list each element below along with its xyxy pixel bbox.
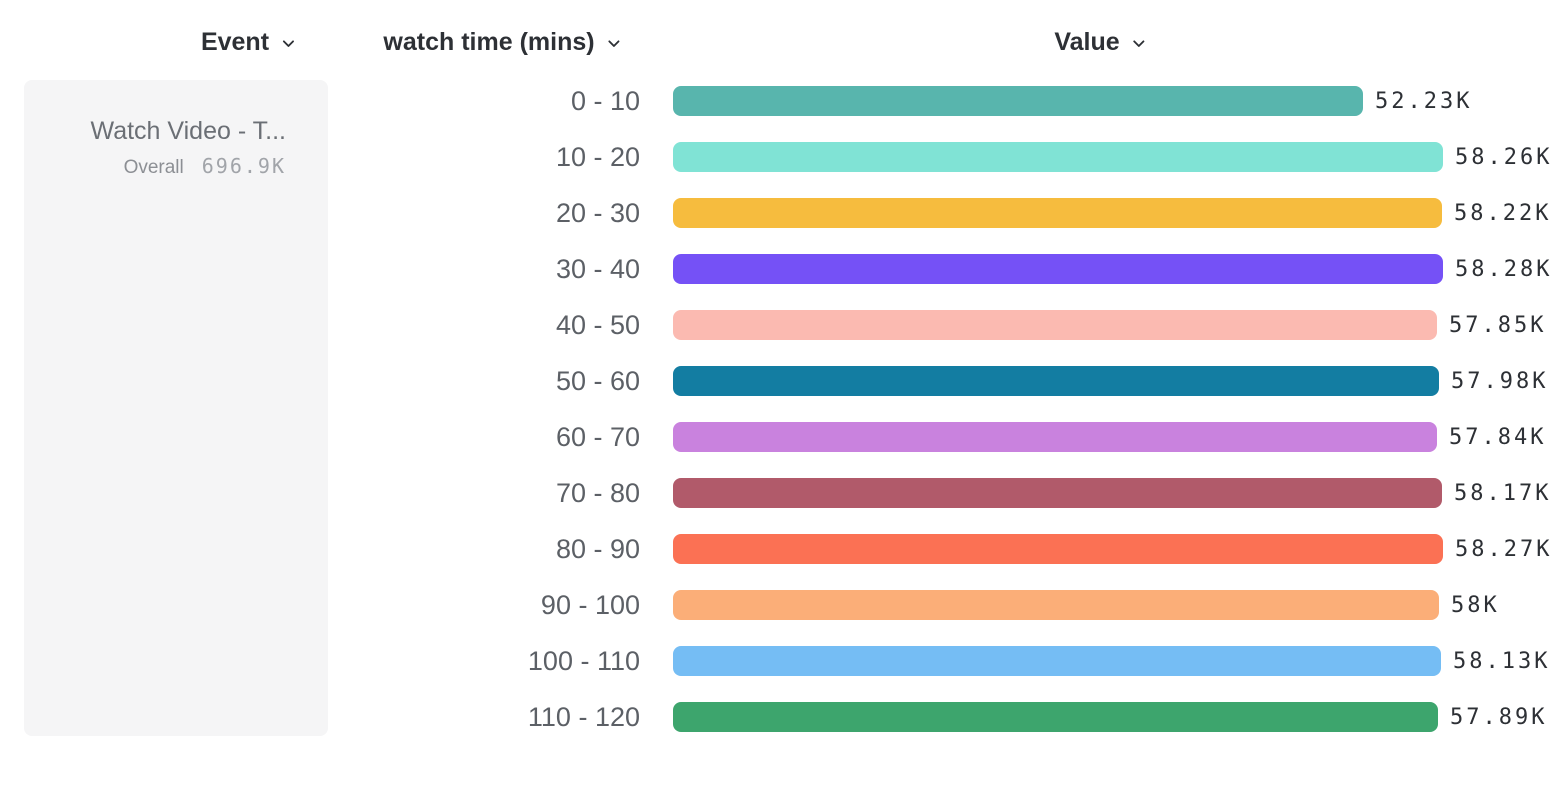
category-label: 50 - 60 xyxy=(555,365,640,396)
category-label: 90 - 100 xyxy=(540,589,640,620)
bar-row: 40 - 50 57.85K xyxy=(0,297,1568,353)
category-label: 100 - 110 xyxy=(527,645,640,676)
value-label: 52.23K xyxy=(1375,88,1473,114)
value-label: 58.22K xyxy=(1454,200,1552,226)
category-label: 0 - 10 xyxy=(570,85,640,116)
bar-row: 10 - 20 58.26K xyxy=(0,129,1568,185)
category-label: 20 - 30 xyxy=(555,197,640,228)
value-label: 57.84K xyxy=(1449,424,1547,450)
breakdown-column-label: watch time (mins) xyxy=(383,27,595,56)
event-overall: Overall 696.9K xyxy=(24,154,286,179)
event-column-label: Event xyxy=(200,27,270,56)
bar[interactable] xyxy=(673,142,1443,172)
bar[interactable] xyxy=(673,646,1441,676)
value-label: 58.17K xyxy=(1454,480,1552,506)
bar[interactable] xyxy=(673,478,1442,508)
chevron-down-icon xyxy=(1131,35,1148,52)
category-label: 110 - 120 xyxy=(527,701,640,732)
value-label: 57.98K xyxy=(1451,368,1549,394)
category-label: 60 - 70 xyxy=(555,421,640,452)
category-label: 10 - 20 xyxy=(555,141,640,172)
value-label: 58.27K xyxy=(1455,536,1553,562)
bar[interactable] xyxy=(673,254,1443,284)
chevron-down-icon xyxy=(280,35,297,52)
category-label: 30 - 40 xyxy=(555,253,640,284)
bar-chart: 0 - 10 52.23K 10 - 20 58.26K 20 - 30 58.22K 30… xyxy=(0,73,1568,745)
bar-row: 60 - 70 57.84K xyxy=(0,409,1568,465)
bar-row: 30 - 40 58.28K xyxy=(0,241,1568,297)
bar-row: 110 - 120 57.89K xyxy=(0,689,1568,745)
bar-row: 50 - 60 57.98K xyxy=(0,353,1568,409)
category-label: 70 - 80 xyxy=(555,477,640,508)
bar-row: 80 - 90 58.27K xyxy=(0,521,1568,577)
value-label: 58.26K xyxy=(1455,144,1553,170)
bar-row: 70 - 80 58.17K xyxy=(0,465,1568,521)
event-column-header[interactable]: Event xyxy=(201,24,297,60)
bar[interactable] xyxy=(673,702,1438,732)
bar[interactable] xyxy=(673,422,1437,452)
event-title: Watch Video - T... xyxy=(90,117,286,145)
bar[interactable] xyxy=(673,198,1442,228)
event-card[interactable]: Watch Video - T... Overall 696.9K xyxy=(24,80,328,736)
bar[interactable] xyxy=(673,534,1443,564)
chevron-down-icon xyxy=(606,35,623,52)
value-column-label: Value xyxy=(1054,27,1120,56)
value-label: 58K xyxy=(1451,592,1500,618)
value-label: 58.28K xyxy=(1455,256,1553,282)
bar[interactable] xyxy=(673,590,1439,620)
category-label: 40 - 50 xyxy=(555,309,640,340)
value-label: 57.85K xyxy=(1449,312,1547,338)
overall-value: 696.9K xyxy=(201,154,286,178)
bar[interactable] xyxy=(673,310,1437,340)
value-label: 57.89K xyxy=(1450,704,1548,730)
bar[interactable] xyxy=(673,366,1439,396)
bar[interactable] xyxy=(673,86,1363,116)
bar-row: 20 - 30 58.22K xyxy=(0,185,1568,241)
bar-row: 90 - 100 58K xyxy=(0,577,1568,633)
bar-row: 0 - 10 52.23K xyxy=(0,73,1568,129)
breakdown-column-header[interactable]: watch time (mins) xyxy=(383,24,622,60)
value-column-header[interactable]: Value xyxy=(1054,24,1147,60)
category-label: 80 - 90 xyxy=(555,533,640,564)
bar-row: 100 - 110 58.13K xyxy=(0,633,1568,689)
value-label: 58.13K xyxy=(1453,648,1551,674)
overall-label: Overall xyxy=(123,157,184,178)
